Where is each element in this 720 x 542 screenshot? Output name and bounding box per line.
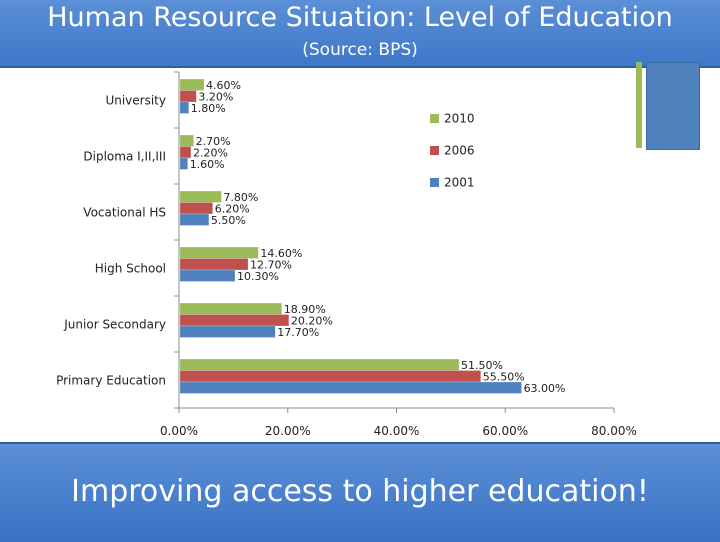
decorative-green-stripe bbox=[636, 62, 642, 148]
page-subtitle: (Source: BPS) bbox=[302, 40, 418, 60]
bottom-banner bbox=[0, 442, 720, 542]
data-label: 2.70% bbox=[196, 135, 231, 148]
data-label: 4.60% bbox=[206, 79, 241, 92]
x-tick-label: 60.00% bbox=[482, 424, 528, 438]
bar-2006 bbox=[179, 314, 290, 327]
data-label: 1.80% bbox=[191, 102, 226, 115]
bar-2010 bbox=[179, 358, 460, 371]
bar-2006 bbox=[179, 370, 482, 383]
data-label: 18.90% bbox=[284, 303, 326, 316]
x-tick-label: 80.00% bbox=[591, 424, 637, 438]
bar-2001 bbox=[179, 269, 236, 282]
title-bar bbox=[0, 0, 720, 68]
bar-2001 bbox=[179, 213, 210, 226]
data-label: 2.20% bbox=[193, 146, 228, 159]
bar-2010 bbox=[179, 134, 194, 147]
data-label: 7.80% bbox=[223, 191, 258, 204]
category-label: High School bbox=[95, 262, 166, 276]
bar-2006 bbox=[179, 146, 192, 159]
bar-2001 bbox=[179, 157, 188, 170]
bar-2010 bbox=[179, 246, 259, 259]
tagline: Improving access to higher education! bbox=[71, 474, 649, 509]
data-label: 17.70% bbox=[277, 326, 319, 339]
bar-2006 bbox=[179, 90, 197, 103]
bar-2010 bbox=[179, 190, 222, 203]
bar-2006 bbox=[179, 202, 213, 215]
data-label: 63.00% bbox=[524, 382, 566, 395]
legend-swatch-2006 bbox=[430, 146, 439, 155]
category-label: Diploma I,II,III bbox=[83, 150, 166, 164]
legend-label-2006: 2006 bbox=[444, 144, 475, 158]
x-tick-label: 20.00% bbox=[265, 424, 311, 438]
data-label: 55.50% bbox=[483, 370, 525, 383]
bar-2001 bbox=[179, 101, 190, 114]
x-tick-label: 0.00% bbox=[160, 424, 198, 438]
decorative-blue-block bbox=[646, 62, 700, 150]
x-tick-label: 40.00% bbox=[374, 424, 420, 438]
data-label: 20.20% bbox=[291, 314, 333, 327]
data-label: 1.60% bbox=[190, 158, 225, 171]
data-label: 5.50% bbox=[211, 214, 246, 227]
data-label: 3.20% bbox=[198, 90, 233, 103]
bar-2006 bbox=[179, 258, 249, 271]
page-title: Human Resource Situation: Level of Educa… bbox=[47, 2, 673, 33]
category-label: Vocational HS bbox=[83, 206, 166, 220]
data-label: 10.30% bbox=[237, 270, 279, 283]
bar-2001 bbox=[179, 325, 276, 338]
category-label: Primary Education bbox=[56, 374, 166, 388]
bar-2001 bbox=[179, 381, 522, 394]
legend-swatch-2010 bbox=[430, 114, 439, 123]
bar-2010 bbox=[179, 78, 205, 91]
data-label: 12.70% bbox=[250, 258, 292, 271]
education-bar-chart: 0.00% 20.00% 40.00% 60.00% 80.00%4.60%3.20%1… bbox=[56, 71, 637, 438]
data-label: 51.50% bbox=[461, 359, 503, 372]
category-label: Junior Secondary bbox=[63, 318, 166, 332]
legend-label-2010: 2010 bbox=[444, 112, 475, 126]
category-label: University bbox=[105, 94, 166, 108]
legend-label-2001: 2001 bbox=[444, 176, 475, 190]
data-label: 14.60% bbox=[260, 247, 302, 260]
data-label: 6.20% bbox=[215, 202, 250, 215]
legend-swatch-2001 bbox=[430, 178, 439, 187]
bar-2010 bbox=[179, 302, 283, 315]
